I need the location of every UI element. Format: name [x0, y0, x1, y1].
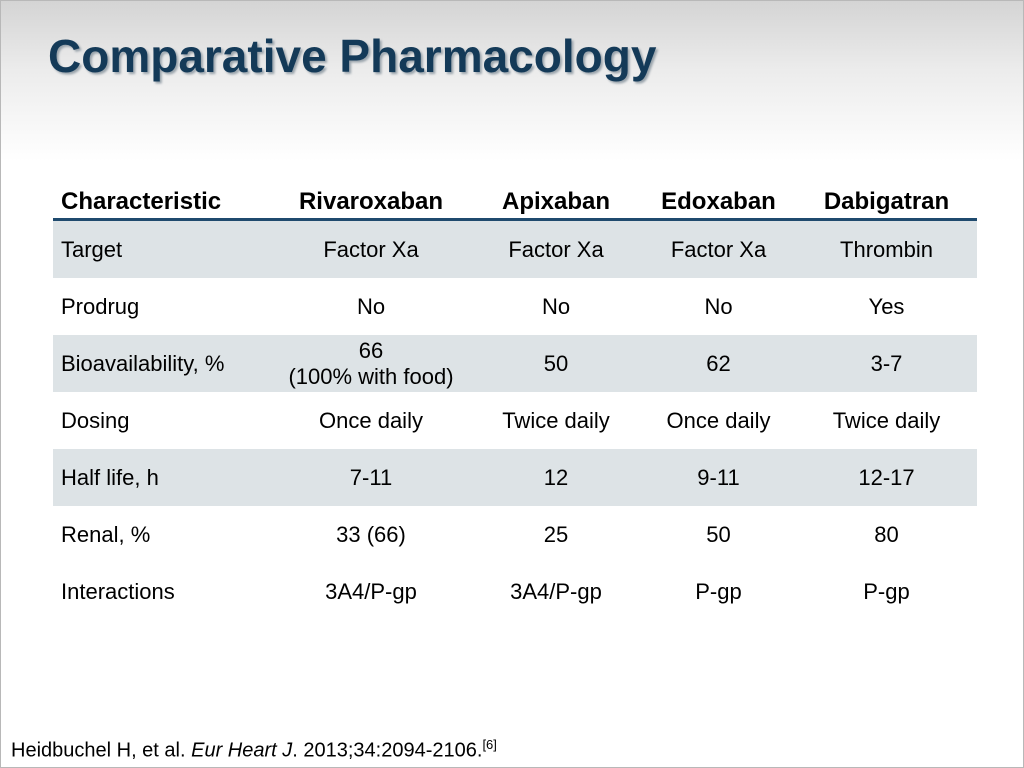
table-cell: Target — [53, 219, 271, 278]
table-cell: 66 (100% with food) — [271, 335, 471, 392]
table-cell: No — [356, 293, 386, 319]
header-cell: Characteristic — [53, 183, 271, 221]
table-cell: 3A4/P-gp — [325, 578, 417, 604]
table-row: Interactions 3A4/P-gp 3A4/P-gp P-gp P-gp — [53, 563, 977, 620]
table-cell: 33 (66) — [336, 521, 406, 547]
table-cell: Renal, % — [61, 521, 151, 547]
table-cell: P-gp — [863, 578, 910, 604]
header-cell: Dabigatran — [796, 183, 977, 221]
table-cell: Factor Xa — [271, 219, 471, 278]
citation-journal: Eur Heart J — [191, 739, 293, 762]
table-cell: 3-7 — [796, 335, 977, 392]
citation-authors: Heidbuchel H, et al. — [11, 739, 192, 762]
table-cell: Prodrug — [61, 293, 140, 319]
slide-title: Comparative Pharmacology — [48, 30, 657, 82]
table-cell: 12-17 — [796, 449, 977, 506]
table-cell: No — [541, 293, 571, 319]
table-cell: Interactions — [61, 578, 175, 604]
header-row: Characteristic Rivaroxaban Apixaban Edoxaba… — [53, 183, 977, 221]
table-cell: 12 — [471, 449, 641, 506]
citation-ref: [6] — [482, 737, 497, 752]
citation-details: . 2013;34:2094-2106. — [292, 739, 483, 762]
table-cell: Factor Xa — [471, 219, 641, 278]
table-row: Renal, % 33 (66) 25 50 80 — [53, 506, 977, 563]
table-cell: Dosing — [61, 407, 130, 433]
table-row: Prodrug No No No Yes — [53, 278, 977, 335]
table-cell: 9-11 — [641, 449, 796, 506]
table-cell: 80 — [874, 521, 899, 547]
citation: Heidbuchel H, et al. Eur Heart J. 2013;3… — [11, 737, 497, 763]
table-row: Dosing Once daily Twice daily Once daily Twi… — [53, 392, 977, 449]
header-cell: Rivaroxaban — [271, 183, 471, 221]
table-cell: No — [704, 293, 733, 319]
cell-line: 66 — [358, 337, 384, 363]
table-cell: Once daily — [666, 407, 771, 433]
table-cell: Twice daily — [502, 407, 610, 433]
table-cell: 7-11 — [271, 449, 471, 506]
table-cell: 3A4/P-gp — [510, 578, 602, 604]
table-row: Half life, h 7-11 12 9-11 12-17 — [53, 449, 977, 506]
cell-line: (100% with food) — [288, 363, 454, 389]
table-cell: 25 — [543, 521, 569, 547]
table-cell: Yes — [868, 293, 905, 319]
header-cell: Apixaban — [471, 183, 641, 221]
table-cell: Bioavailability, % — [53, 335, 271, 392]
table-cell: 50 — [471, 335, 641, 392]
table-row: Target Factor Xa Factor Xa Factor Xa Thrombi… — [53, 219, 977, 278]
comparison-table: Characteristic Rivaroxaban Apixaban Edoxaba… — [53, 183, 977, 620]
table-cell: 50 — [706, 521, 731, 547]
table-cell: Thrombin — [796, 219, 977, 278]
table-cell: Factor Xa — [641, 219, 796, 278]
table-cell: P-gp — [695, 578, 742, 604]
table-cell: 62 — [641, 335, 796, 392]
header-cell: Edoxaban — [641, 183, 796, 221]
table-cell: Half life, h — [53, 449, 271, 506]
table-cell: Once daily — [319, 407, 423, 433]
table-cell: Twice daily — [832, 407, 941, 433]
table-row: Bioavailability, % 66 (100% with food) 50 62… — [53, 335, 977, 392]
